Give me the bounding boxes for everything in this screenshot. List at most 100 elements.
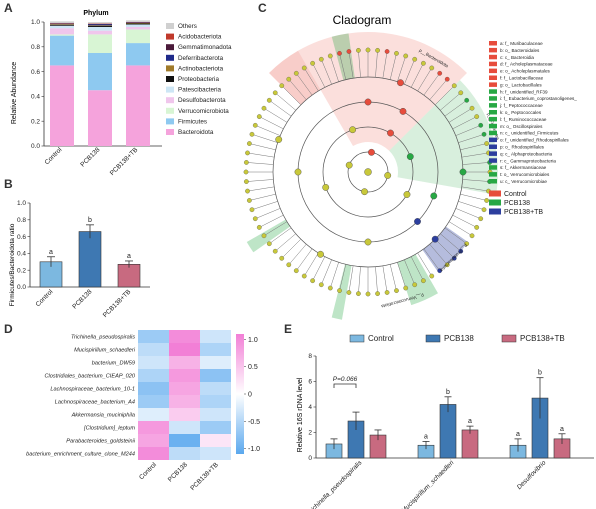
panel-b-y-tick-label: 0.8 [17, 217, 26, 224]
heatmap-cell [138, 395, 169, 408]
cladogram-leaf-node [247, 141, 252, 146]
cladogram-branch [269, 227, 292, 244]
panel-a-x-tick-label: Control [44, 146, 64, 166]
cladogram-leaf-node [245, 188, 250, 194]
cladogram-branch [249, 143, 276, 151]
cladogram-taxon-label: c: c_ Bacteroidia [500, 55, 534, 60]
cladogram-leaf-node [272, 90, 278, 96]
cladogram-leaf-node [252, 122, 258, 128]
cladogram-branch [263, 108, 288, 123]
cladogram-branch [263, 221, 288, 236]
cladogram-taxon-swatch [489, 54, 497, 60]
panel-c-title: Cladogram [333, 13, 392, 27]
panel-e-legend-swatch [349, 334, 365, 343]
cladogram-leaf-node [245, 150, 250, 156]
cladogram-taxon-swatch [489, 123, 497, 129]
cladogram-taxon-label: i: f_ Eubacterium_coprostanoligenes_ [500, 96, 577, 101]
panel-a-legend-label: Actinobacteriota [178, 65, 224, 72]
cladogram-branch [461, 152, 489, 158]
cladogram-group-label: Control [504, 191, 527, 198]
cladogram-branch [389, 53, 397, 80]
cladogram-leaf-node [478, 216, 484, 222]
panel-a-bar-segment [88, 25, 112, 27]
panel-a-legend-label: Desulfobacterota [178, 97, 226, 104]
cladogram-taxon-label: a: f_ Muribaculaceae [500, 41, 543, 46]
cladogram-branch [429, 244, 448, 265]
panel-a-legend-swatch [166, 86, 174, 93]
cladogram-node [431, 235, 439, 243]
cladogram-taxon-swatch [489, 158, 497, 163]
heatmap-scale-tick-label: 0.5 [248, 364, 258, 371]
panel-e-x-tick-label: Desulfovibrio [516, 459, 548, 491]
cladogram-leaf-node [301, 273, 307, 279]
cladogram-node [349, 126, 357, 134]
heatmap-cell [169, 343, 200, 356]
cladogram-branch [304, 252, 319, 277]
panel-d-letter: D [4, 322, 13, 336]
cladogram-leaf-node [318, 282, 324, 288]
heatmap-cell [169, 356, 200, 369]
cladogram-leaf-node [484, 198, 489, 203]
cladogram-leaf-node [421, 60, 426, 66]
cladogram-branch [312, 256, 326, 281]
cladogram-taxon-label: e: o_ Acholeplasmatales [500, 69, 551, 74]
cladogram-node [403, 191, 411, 198]
cladogram-leaf-node [256, 114, 262, 119]
panel-a-bar-segment [88, 24, 112, 26]
panel-b-x-tick-label: Control [35, 288, 55, 308]
cladogram-leaf-node [310, 278, 315, 284]
panel-e-pvalue: P=0.066 [333, 376, 358, 383]
cladogram-leaf-node [375, 291, 380, 296]
panel-e-grouped-bar-chart: 0 2 4 6 8 Trichinella_pseudospiralis a b a Mucisp… [306, 334, 594, 509]
heatmap-row-label: Mucispirillum_schaedleri [74, 348, 136, 354]
panel-e-y-tick-label: 2 [308, 430, 312, 437]
cladogram-branch [389, 264, 397, 291]
panel-e-sig-letter: a [468, 418, 472, 425]
panel-a-bar-segment [88, 90, 112, 146]
panel-a-y-tick-label: 1.0 [31, 19, 40, 26]
cladogram-branch [382, 51, 388, 79]
heatmap-cell [169, 369, 200, 382]
panel-e-y-tick-label: 0 [308, 455, 312, 462]
panel-b-y-tick-label: 0.2 [17, 267, 26, 274]
panel-b-y-tick-label: 0.0 [17, 284, 26, 291]
panel-a-y-tick-label: 0.4 [31, 94, 40, 101]
cladogram-leaf-node [429, 273, 435, 279]
cladogram-node [322, 183, 330, 191]
cladogram-leaf-node [451, 83, 457, 89]
cladogram-node [387, 129, 394, 137]
cladogram-branch [444, 100, 467, 117]
cladogram-leaf-node [266, 97, 272, 103]
cladogram-branch [251, 134, 278, 143]
cladogram-branch [281, 85, 302, 106]
heatmap-cell [200, 408, 231, 421]
cladogram-taxon-label: h: f_ unidentified_RF39 [500, 89, 548, 94]
cladogram-leaf-node [403, 285, 409, 291]
cladogram-branch [397, 262, 406, 289]
cladogram-branch [247, 152, 275, 158]
cladogram-leaf-node [464, 241, 470, 247]
heatmap-cell [200, 434, 231, 447]
panel-b-ylabel: Firmicutes/Bacteroidota ratio [9, 223, 16, 306]
panel-a-legend-swatch [166, 23, 174, 29]
clade-highlight-control [269, 50, 321, 105]
cladogram-leaf-node [375, 48, 380, 53]
cladogram-leaf-node [286, 76, 292, 82]
cladogram-branch [251, 201, 278, 210]
cladogram-branch [281, 238, 302, 259]
panel-e-y-tick-label: 8 [308, 353, 312, 360]
cladogram-taxon-label: n: c_ unidentified_Firmicutes [500, 131, 559, 136]
cladogram-branch [382, 265, 388, 293]
cladogram-leaf-node [481, 131, 487, 137]
cladogram-leaf-node [429, 65, 435, 71]
cladogram-taxon-swatch [489, 41, 497, 46]
panel-e-x-tick-label: Mucispirillum_schaedleri [400, 459, 455, 509]
panel-b-sig-letter: a [127, 253, 131, 260]
panel-d-heatmap: Trichinella_pseudospiralis Mucispirillum_… [26, 330, 260, 492]
panel-b-x-tick-label: PCB138+TB [102, 288, 133, 319]
cladogram-branch [348, 265, 354, 293]
heatmap-row-label: bacterium_enrichment_culture_clone_M244 [26, 452, 135, 458]
panel-a-bar-segment [126, 23, 150, 25]
cladogram-branch [462, 179, 490, 182]
cladogram-leaf-node [261, 105, 267, 111]
